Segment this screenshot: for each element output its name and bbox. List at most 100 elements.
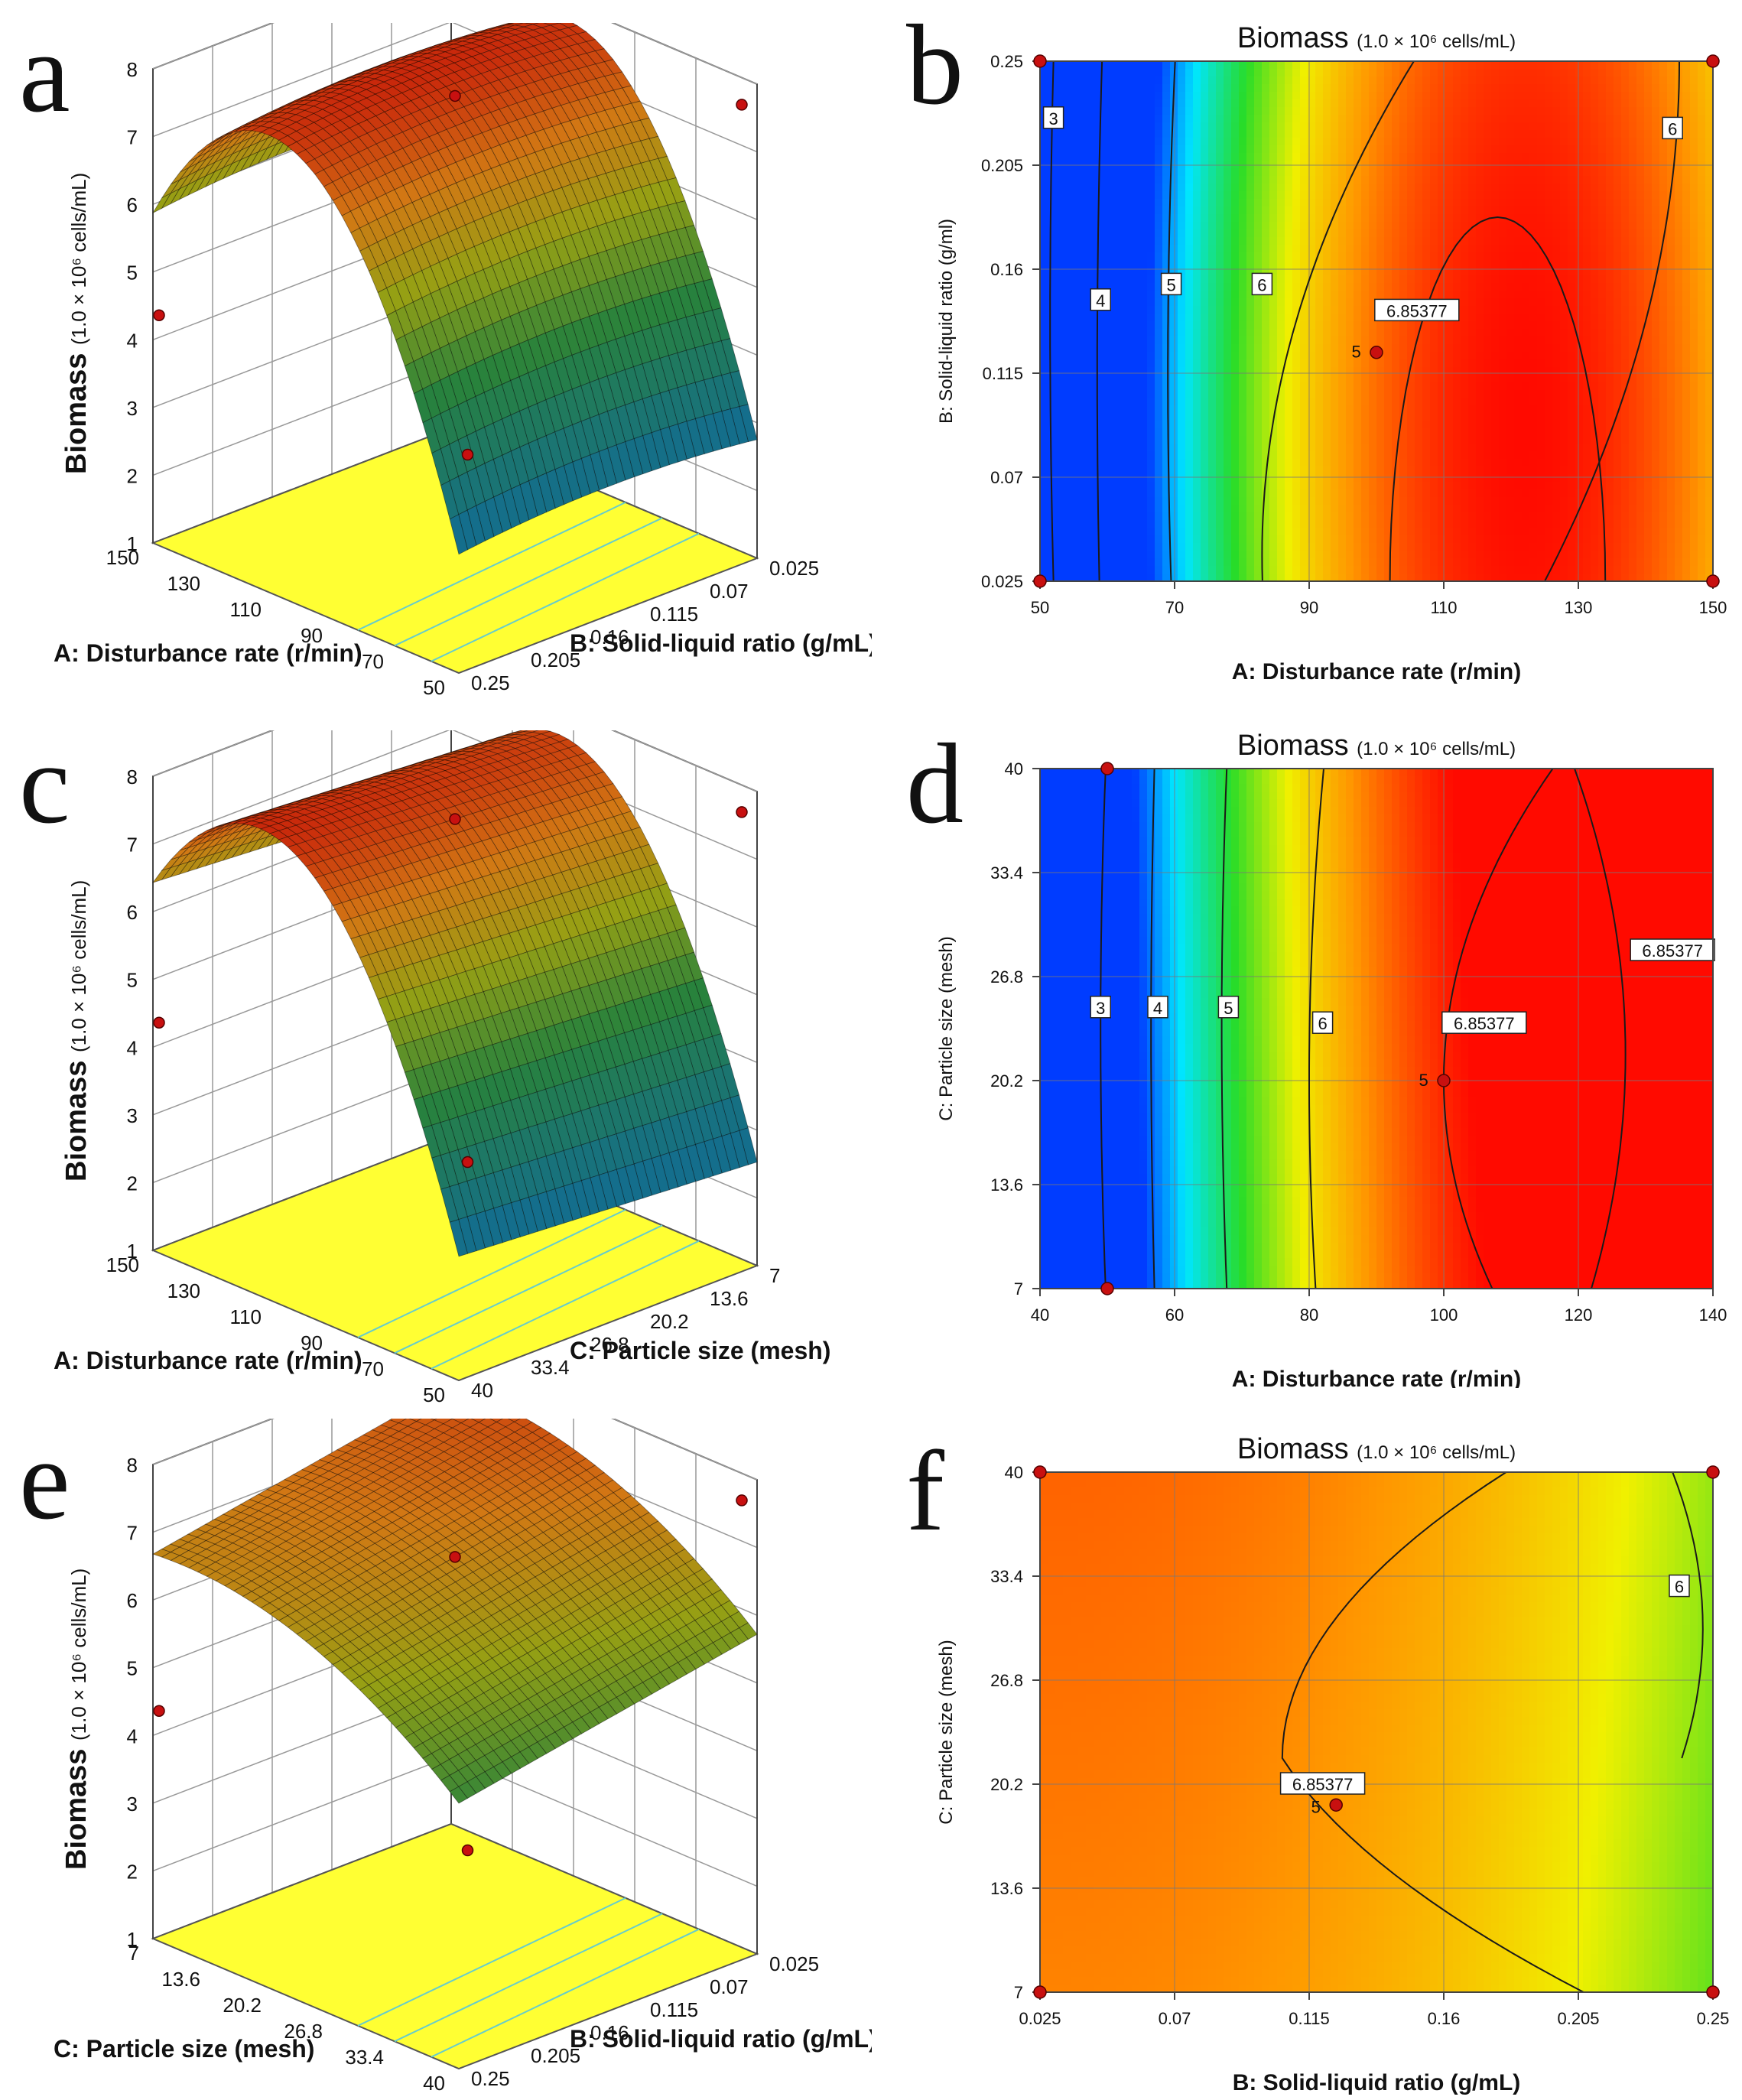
field-cell (1086, 375, 1094, 383)
field-cell (1040, 375, 1048, 383)
field-cell (1040, 512, 1048, 521)
field-cell (1162, 489, 1171, 498)
field-cell (1132, 474, 1140, 483)
field-cell (1185, 336, 1194, 345)
field-cell (1086, 245, 1094, 253)
surface-cell (449, 1219, 468, 1257)
field-cell (1185, 421, 1194, 429)
field-cell (1101, 61, 1110, 70)
field-cell (1101, 329, 1110, 337)
field-cell (1132, 61, 1140, 70)
field-cell (1124, 107, 1133, 115)
field-cell (1155, 535, 1163, 544)
field-cell (1124, 489, 1133, 498)
field-cell (1162, 558, 1171, 567)
field-cell (1124, 76, 1133, 85)
design-point (449, 813, 461, 825)
field-cell (1162, 237, 1171, 245)
field-cell (1109, 382, 1117, 391)
field-cell (1116, 76, 1125, 85)
field-cell (1063, 306, 1071, 314)
field-cell (1124, 314, 1133, 322)
field-cell (1178, 551, 1186, 559)
field-cell (1116, 176, 1125, 184)
field-cell (1063, 551, 1071, 559)
x-tick-label: 70 (362, 1357, 384, 1380)
field-cell (1155, 436, 1163, 444)
field-cell (1139, 428, 1148, 437)
field-cell (1055, 474, 1064, 483)
field-cell (1147, 352, 1155, 360)
field-cell (1101, 214, 1110, 223)
field-cell (1162, 115, 1171, 123)
field-cell (1147, 168, 1155, 177)
field-cell (1040, 99, 1048, 108)
field-cell (1147, 214, 1155, 223)
field-cell (1063, 344, 1071, 353)
field-cell (1048, 344, 1056, 353)
field-cell (1147, 466, 1155, 475)
field-cell (1116, 367, 1125, 375)
field-cell (1071, 283, 1079, 291)
field-cell (1139, 184, 1148, 192)
field-cell (1139, 314, 1148, 322)
field-cell (1116, 489, 1125, 498)
x-tick-label: 130 (167, 1279, 200, 1302)
field-cell (1139, 497, 1148, 505)
field-cell (1155, 398, 1163, 406)
field-cell (1185, 474, 1194, 483)
field-cell (1116, 520, 1125, 528)
field-cell (1071, 566, 1079, 574)
y-tick-label: 0.07 (710, 580, 749, 603)
field-cell (1086, 153, 1094, 161)
design-point (736, 99, 748, 111)
field-cell (1185, 191, 1194, 200)
field-cell (1139, 222, 1148, 230)
field-cell (1185, 214, 1194, 223)
field-cell (1178, 535, 1186, 544)
field-cell (1162, 474, 1171, 483)
field-cell (1048, 61, 1056, 70)
panel-letter-f: f (906, 1434, 944, 1549)
field-cell (1086, 76, 1094, 85)
field-cell (1040, 413, 1048, 421)
field-cell (1116, 84, 1125, 93)
field-cell (1101, 551, 1110, 559)
field-cell (1178, 69, 1186, 77)
field-cell (1094, 69, 1102, 77)
field-cell (1132, 382, 1140, 391)
field-cell (1048, 359, 1056, 368)
field-cell (1101, 252, 1110, 261)
field-cell (1147, 252, 1155, 261)
field-cell (1071, 122, 1079, 131)
field-cell (1078, 344, 1087, 353)
field-cell (1109, 428, 1117, 437)
field-cell (1101, 505, 1110, 513)
field-cell (1055, 283, 1064, 291)
field-cell (1101, 520, 1110, 528)
field-cell (1086, 398, 1094, 406)
field-cell (1178, 428, 1186, 437)
field-cell (1055, 512, 1064, 521)
field-cell (1086, 528, 1094, 536)
z-tick-label: 5 (127, 969, 138, 992)
field-cell (1101, 451, 1110, 460)
surface-cell (505, 23, 515, 24)
field-cell (1139, 329, 1148, 337)
surface-cell (496, 23, 515, 27)
field-cell (1063, 130, 1071, 138)
field-cell (1048, 336, 1056, 345)
field-cell (1139, 459, 1148, 467)
field-cell (1055, 566, 1064, 574)
field-cell (1048, 444, 1056, 452)
field-cell (1071, 61, 1079, 70)
surface-cell (449, 1786, 469, 1804)
field-cell (1071, 489, 1079, 498)
field-cell (1116, 436, 1125, 444)
field-cell (1078, 61, 1087, 70)
field-cell (1147, 421, 1155, 429)
z-tick-label: 2 (127, 464, 138, 487)
field-cell (1147, 314, 1155, 322)
field-cell (1155, 92, 1163, 100)
field-cell (1094, 206, 1102, 215)
